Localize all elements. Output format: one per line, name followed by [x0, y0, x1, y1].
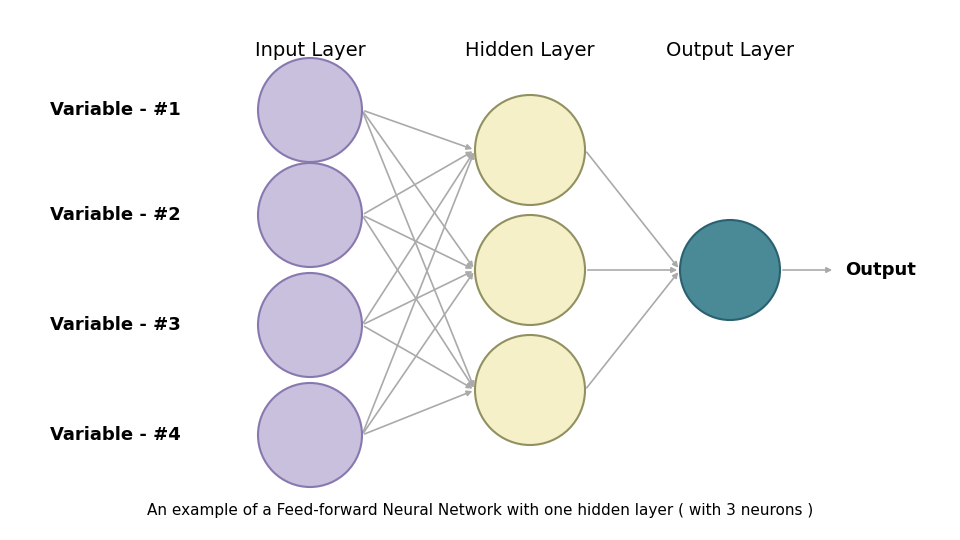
Circle shape	[475, 335, 585, 445]
Circle shape	[475, 95, 585, 205]
Text: An example of a Feed-forward Neural Network with one hidden layer ( with 3 neuro: An example of a Feed-forward Neural Netw…	[147, 503, 813, 517]
Text: Variable - #3: Variable - #3	[50, 316, 180, 334]
Text: Variable - #1: Variable - #1	[50, 101, 180, 119]
Text: Output: Output	[845, 261, 916, 279]
Text: Input Layer: Input Layer	[254, 40, 366, 59]
Text: Output Layer: Output Layer	[666, 40, 794, 59]
Circle shape	[258, 383, 362, 487]
Circle shape	[258, 163, 362, 267]
Text: Hidden Layer: Hidden Layer	[466, 40, 595, 59]
Circle shape	[258, 273, 362, 377]
Circle shape	[680, 220, 780, 320]
Text: Variable - #4: Variable - #4	[50, 426, 180, 444]
Circle shape	[258, 58, 362, 162]
Circle shape	[475, 215, 585, 325]
Text: Variable - #2: Variable - #2	[50, 206, 180, 224]
